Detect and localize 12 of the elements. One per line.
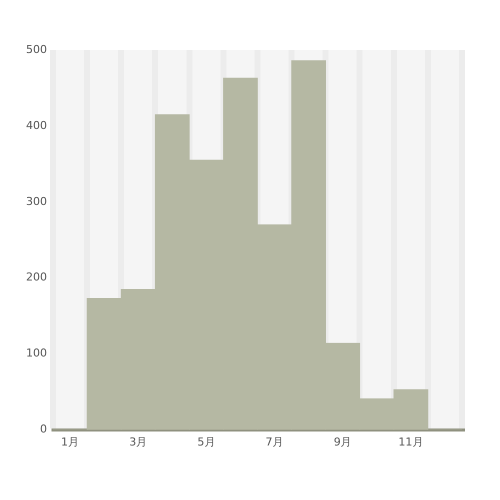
y-tick-label: 200 <box>26 270 47 284</box>
y-tick-label: 0 <box>40 422 47 436</box>
x-tick-label: 5月 <box>197 435 216 448</box>
y-tick-label: 500 <box>26 42 47 56</box>
y-tick-label: 400 <box>26 118 47 132</box>
x-tick-label: 9月 <box>334 435 352 448</box>
x-tick-label: 3月 <box>129 435 148 448</box>
x-tick-label: 7月 <box>266 435 284 448</box>
x-tick-label: 1月 <box>61 435 80 448</box>
x-tick-label: 11月 <box>398 435 424 448</box>
y-tick-label: 300 <box>26 194 47 208</box>
y-tick-label: 100 <box>26 346 47 360</box>
